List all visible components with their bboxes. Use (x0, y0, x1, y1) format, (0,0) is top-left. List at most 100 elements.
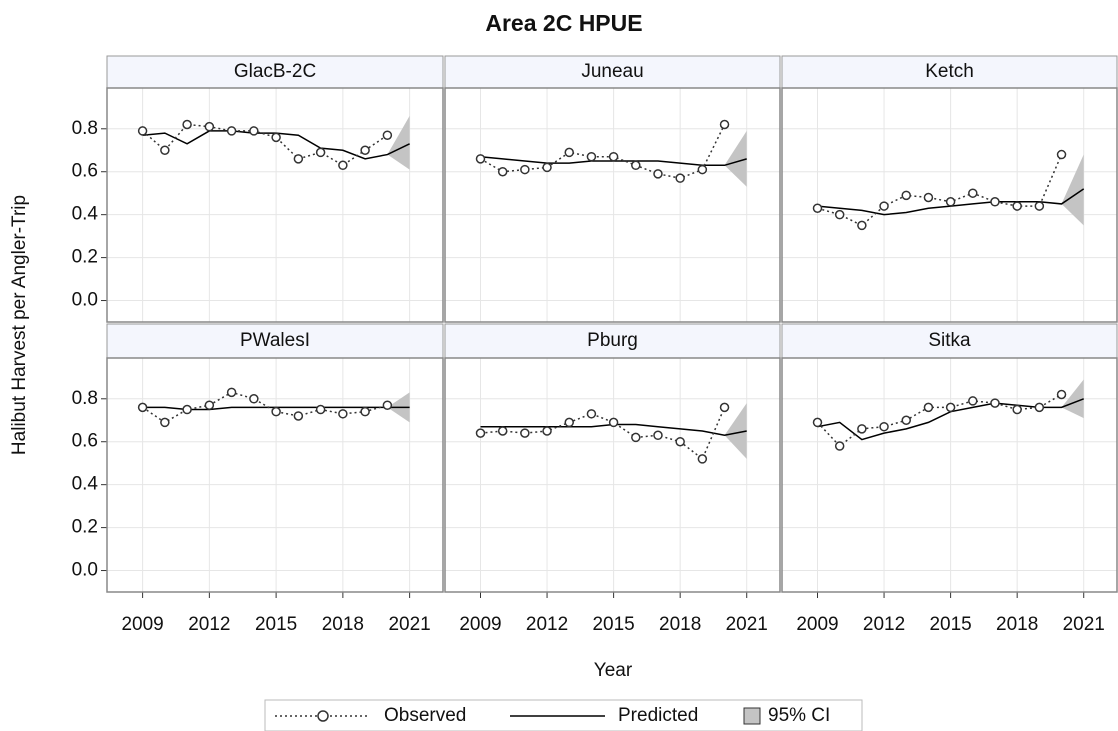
observed-point (382, 400, 393, 410)
observed-point (812, 203, 823, 213)
observed-point (719, 119, 730, 130)
panel-frame (106, 357, 444, 593)
legend-label: Predicted (618, 705, 698, 726)
x-tick-label: 2009 (796, 614, 838, 635)
observed-point (901, 415, 911, 426)
observed-point (226, 387, 237, 398)
panel-area (107, 88, 443, 322)
observed-point (1034, 402, 1045, 413)
observed-point (360, 145, 370, 156)
observed-point (675, 436, 685, 447)
observed-point (160, 417, 170, 428)
chart-title: Area 2C HPUE (485, 10, 642, 36)
x-tick-label: 2012 (188, 614, 230, 635)
observed-point (542, 162, 552, 173)
observed-point (990, 398, 1000, 408)
x-axis-label: Year (594, 660, 633, 681)
observed-point (879, 421, 889, 432)
observed-point (1012, 201, 1022, 211)
y-tick-label: 0.4 (72, 204, 99, 225)
observed-point (564, 417, 574, 428)
observed-point (901, 190, 911, 201)
panel-title: PWalesI (240, 330, 310, 351)
observed-point (182, 119, 192, 130)
panel-area (445, 88, 780, 322)
x-tick-label: 2012 (863, 614, 905, 635)
observed-point (923, 402, 934, 413)
legend-label: Observed (384, 705, 466, 726)
y-tick-label: 0.6 (72, 161, 98, 182)
y-tick-label: 0.2 (72, 247, 98, 268)
y-tick-label: 0.8 (72, 388, 98, 409)
observed-point (182, 404, 192, 415)
ci-band (724, 130, 747, 187)
legend-observed-marker (317, 710, 329, 722)
panel-strip (444, 55, 781, 89)
observed-point (923, 192, 934, 203)
observed-line (142, 391, 388, 424)
panel-area (782, 358, 1117, 592)
x-tick-label: 2015 (929, 614, 971, 635)
observed-point (564, 147, 574, 158)
observed-point (475, 154, 486, 164)
observed-point (812, 417, 823, 428)
x-tick-label: 2021 (388, 614, 430, 635)
x-tick-label: 2015 (255, 614, 297, 635)
x-tick-label: 2018 (659, 614, 701, 635)
observed-point (990, 197, 1000, 207)
y-tick-label: 0.6 (72, 431, 98, 452)
observed-point (315, 404, 326, 415)
panel-strip (781, 323, 1118, 359)
x-tick-label: 2018 (322, 614, 364, 635)
panel-frame (781, 357, 1118, 593)
observed-point (382, 130, 393, 140)
observed-point (249, 126, 259, 136)
observed-point (271, 406, 281, 417)
y-tick-label: 0.2 (72, 517, 98, 538)
y-tick-label: 0.0 (72, 290, 98, 311)
panel-title: Ketch (925, 61, 974, 82)
observed-point (249, 394, 259, 404)
observed-point (1034, 201, 1045, 211)
ci-band (1061, 379, 1084, 419)
panel-title: Sitka (928, 330, 971, 351)
observed-point (719, 402, 730, 413)
observed-point (586, 151, 597, 162)
observed-point (520, 164, 530, 175)
observed-point (204, 400, 215, 410)
observed-point (137, 402, 148, 413)
y-tick-label: 0.0 (72, 560, 98, 581)
observed-point (520, 428, 530, 438)
observed-point (293, 411, 304, 421)
y-tick-label: 0.4 (72, 474, 99, 495)
panel-frame (781, 87, 1118, 323)
panel-strip (444, 323, 781, 359)
panel-title: GlacB-2C (234, 61, 316, 82)
observed-point (879, 201, 889, 211)
observed-point (834, 209, 845, 220)
observed-point (338, 409, 348, 419)
observed-point (834, 441, 845, 451)
x-tick-label: 2021 (1063, 614, 1105, 635)
observed-point (857, 424, 867, 434)
observed-point (360, 406, 370, 417)
observed-point (226, 126, 237, 136)
observed-point (631, 160, 641, 171)
x-tick-label: 2018 (996, 614, 1038, 635)
observed-point (542, 426, 552, 436)
x-tick-label: 2012 (526, 614, 568, 635)
observed-point (338, 160, 348, 171)
observed-point (945, 197, 956, 207)
observed-point (675, 173, 685, 183)
observed-point (315, 147, 326, 158)
observed-point (945, 402, 956, 413)
x-tick-label: 2021 (726, 614, 768, 635)
observed-point (160, 145, 170, 156)
observed-point (497, 426, 508, 436)
observed-point (968, 188, 978, 198)
observed-point (475, 428, 486, 438)
observed-point (137, 126, 148, 136)
observed-point (968, 396, 978, 406)
